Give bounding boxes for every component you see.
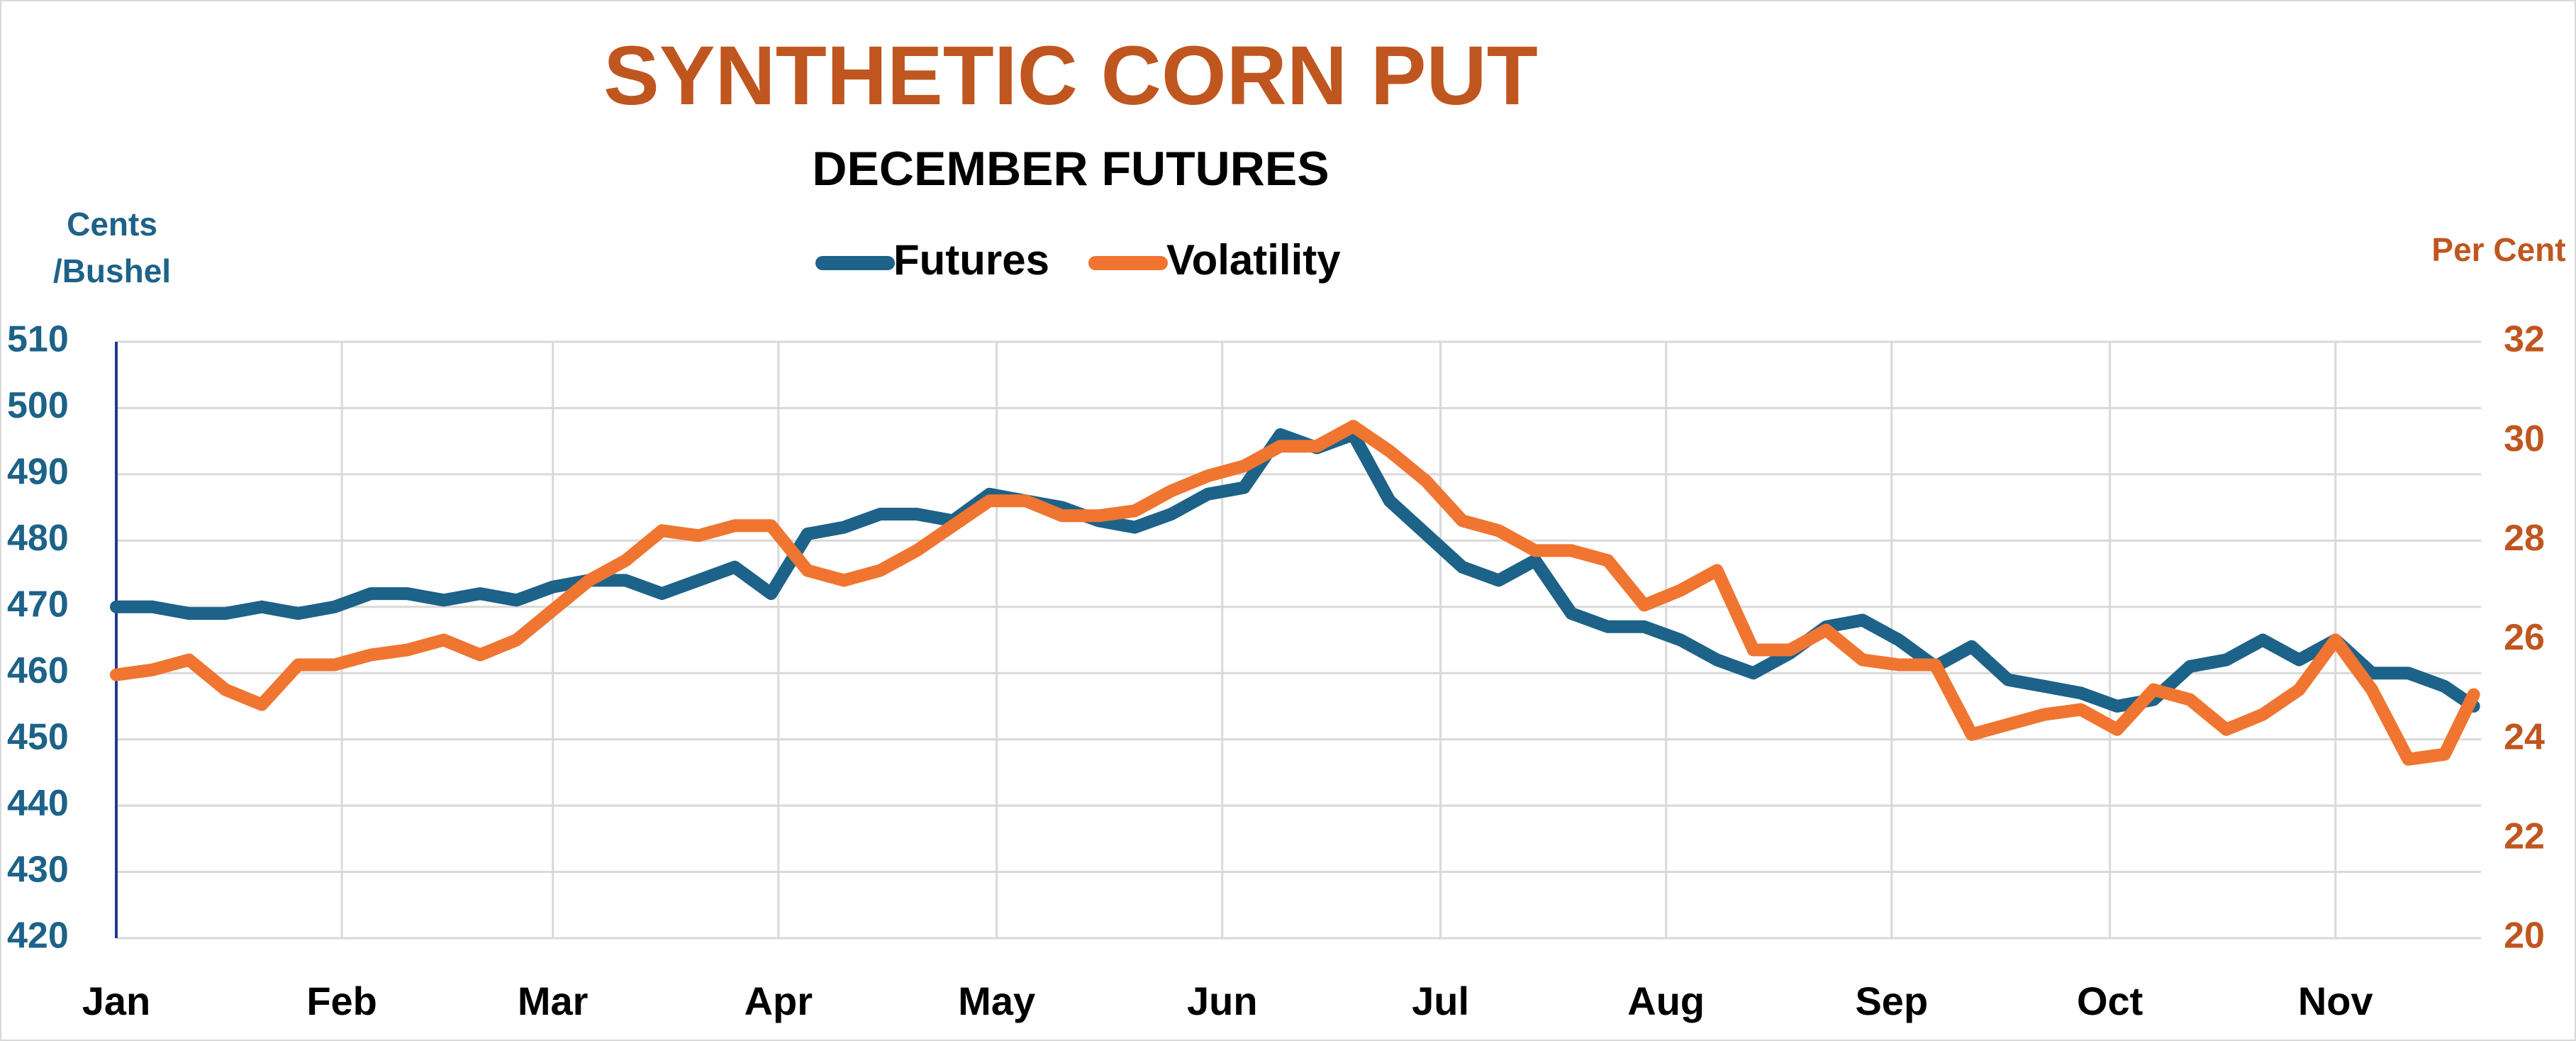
x-tick-label: May bbox=[958, 979, 1035, 1023]
y2-tick-label: 32 bbox=[2504, 319, 2545, 360]
y-tick-label: 420 bbox=[7, 915, 69, 957]
y-tick-label: 500 bbox=[7, 385, 69, 426]
y-tick-label: 510 bbox=[7, 319, 69, 360]
y-tick-label: 460 bbox=[7, 650, 69, 691]
x-tick-label: Jan bbox=[82, 979, 151, 1023]
y2-tick-label: 22 bbox=[2504, 816, 2545, 857]
x-tick-label: Apr bbox=[745, 979, 813, 1023]
y-tick-label: 440 bbox=[7, 783, 69, 824]
legend-label: Futures bbox=[893, 236, 1049, 284]
x-tick-label: Oct bbox=[2077, 979, 2143, 1023]
chart-title: SYNTHETIC CORN PUT bbox=[603, 29, 1538, 123]
y-tick-label: 470 bbox=[7, 584, 69, 625]
series-line bbox=[110, 420, 2480, 766]
y-axis-title: /Bushel bbox=[53, 252, 171, 289]
legend-label: Volatility bbox=[1166, 236, 1341, 284]
x-tick-label: Aug bbox=[1627, 979, 1705, 1023]
y-tick-label: 490 bbox=[7, 452, 69, 493]
x-tick-label: Jul bbox=[1412, 979, 1469, 1023]
x-tick-label: Jun bbox=[1187, 979, 1258, 1023]
y-tick-label: 430 bbox=[7, 849, 69, 890]
y-tick-label: 480 bbox=[7, 518, 69, 559]
x-tick-label: Nov bbox=[2298, 979, 2373, 1023]
y-tick-label: 450 bbox=[7, 716, 69, 757]
x-tick-label: Mar bbox=[518, 979, 589, 1023]
y2-tick-label: 30 bbox=[2504, 418, 2545, 460]
chart-subtitle: DECEMBER FUTURES bbox=[812, 142, 1329, 196]
y2-tick-label: 28 bbox=[2504, 518, 2545, 559]
y2-tick-label: 24 bbox=[2504, 716, 2545, 757]
y2-tick-label: 20 bbox=[2504, 915, 2545, 957]
x-tick-label: Feb bbox=[306, 979, 377, 1023]
x-tick-label: Sep bbox=[1855, 979, 1928, 1023]
y-axis-title: Cents bbox=[67, 206, 157, 243]
y2-tick-label: 26 bbox=[2504, 617, 2545, 658]
y2-axis-title: Per Cent bbox=[2431, 231, 2565, 268]
